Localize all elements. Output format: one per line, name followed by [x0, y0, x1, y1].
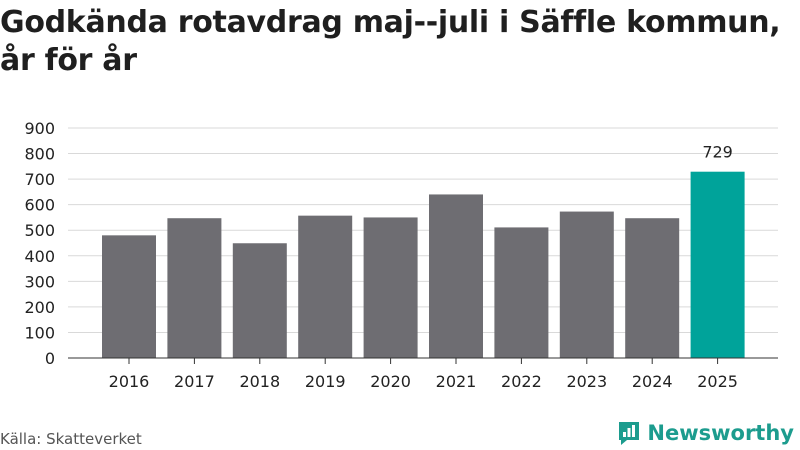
- newsworthy-logo-icon: [619, 422, 640, 445]
- x-tick-label: 2017: [174, 372, 215, 391]
- bar-2024: [625, 218, 680, 358]
- chart-title: Godkända rotavdrag maj--juli i Säffle ko…: [0, 5, 781, 78]
- y-tick-label: 300: [24, 272, 55, 291]
- y-tick-label: 900: [24, 119, 55, 138]
- bar-2023: [559, 211, 614, 358]
- y-tick-label: 700: [24, 170, 55, 189]
- y-tick-label: 400: [24, 247, 55, 266]
- x-tick-label: 2023: [566, 372, 607, 391]
- bar-2022: [494, 227, 549, 358]
- bar-2021: [429, 194, 483, 358]
- y-tick-label: 800: [24, 145, 55, 164]
- x-tick-label: 2021: [436, 372, 477, 391]
- brand-name: Newsworthy: [647, 421, 794, 445]
- y-tick-label: 500: [24, 221, 55, 240]
- y-tick-label: 0: [45, 349, 55, 368]
- data-labels: 729: [702, 143, 733, 162]
- y-tick-label: 100: [24, 323, 55, 342]
- x-tick-label: 2022: [501, 372, 542, 391]
- x-tick-label: 2025: [697, 372, 738, 391]
- x-tick-label: 2016: [109, 372, 150, 391]
- bar-2017: [167, 218, 222, 358]
- x-tick-label: 2018: [239, 372, 280, 391]
- bars: [102, 171, 745, 358]
- data-label-2025: 729: [702, 143, 733, 162]
- x-axis-ticks: 2016 2017 2018 2019 2020 2021 2022 2023 2024 2025: [68, 357, 778, 391]
- bar-2016: [102, 235, 156, 358]
- bar-2018: [232, 243, 287, 358]
- x-tick-label: 2024: [632, 372, 673, 391]
- x-tick-label: 2019: [305, 372, 346, 391]
- newsworthy-logo: Newsworthy: [617, 420, 794, 446]
- bar-2025: [690, 171, 745, 358]
- x-tick-label: 2020: [370, 372, 411, 391]
- bar-2020: [363, 217, 418, 358]
- source-note: Källa: Skatteverket: [0, 430, 142, 448]
- y-tick-label: 200: [24, 298, 55, 317]
- y-axis-ticks: 0 100 200 300 400 500 600 700 800 900: [24, 119, 55, 368]
- bar-2019: [298, 215, 353, 358]
- y-tick-label: 600: [24, 196, 55, 215]
